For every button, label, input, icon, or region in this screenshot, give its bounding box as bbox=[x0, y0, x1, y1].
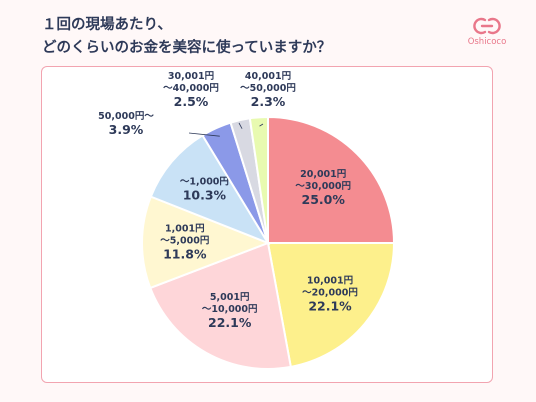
slice-category-label: 40,001円 bbox=[245, 71, 291, 82]
pie-slice bbox=[266, 242, 396, 369]
pie-slice bbox=[148, 241, 292, 370]
slice-category-label: 〜5,000円 bbox=[160, 236, 209, 247]
slice-category-label: 〜50,000円 bbox=[240, 83, 296, 94]
title-line-1: １回の現場あたり、 bbox=[42, 17, 172, 33]
title-line-2: どのくらいのお金を美容に使っていますか？ bbox=[42, 40, 332, 56]
slice-category-label: 5,001円 bbox=[210, 292, 250, 303]
slice-value-label: 2.5% bbox=[174, 94, 209, 109]
slice-value-label: 22.1% bbox=[208, 315, 252, 330]
slice-category-label: 50,000円〜 bbox=[98, 111, 154, 122]
slice-category-label: 〜30,000円 bbox=[295, 181, 351, 192]
slice-value-label: 25.0% bbox=[302, 192, 346, 207]
label-leader-line bbox=[238, 122, 243, 129]
slice-category-label: 〜1,000円 bbox=[180, 176, 229, 187]
slice-category-label: 30,001円 bbox=[168, 71, 214, 82]
slice-value-label: 22.1% bbox=[308, 299, 352, 314]
pie-slice bbox=[149, 133, 271, 246]
slice-category-label: 1,001円 bbox=[165, 224, 205, 235]
slice-category-label: 20,001円 bbox=[300, 169, 346, 180]
slice-category-label: 10,001円 bbox=[307, 276, 353, 287]
brand-logo: Oshicoco bbox=[462, 16, 512, 47]
oshicoco-logo-icon bbox=[473, 17, 501, 35]
slice-value-label: 11.8% bbox=[163, 247, 207, 262]
pie-slice bbox=[141, 195, 271, 290]
pie-chart: 20,001円〜30,000円25.0%10,001円〜20,000円22.1%… bbox=[98, 71, 396, 370]
label-leader-line bbox=[188, 132, 220, 137]
slice-value-label: 2.3% bbox=[251, 94, 286, 109]
pie-slice bbox=[267, 115, 396, 244]
slice-value-label: 10.3% bbox=[183, 187, 227, 202]
chart-panel: 20,001円 〜30,000円 25.0% 10,001円 〜20,000円 22.1%… bbox=[41, 66, 493, 383]
chart-title: １回の現場あたり、 どのくらいのお金を美容に使っていますか？ bbox=[42, 14, 331, 60]
slice-category-label: 〜10,000円 bbox=[202, 304, 258, 315]
label-leader-line bbox=[259, 123, 264, 127]
slice-category-label: 〜40,000円 bbox=[163, 83, 219, 94]
pie-slice bbox=[248, 115, 269, 244]
slice-value-label: 3.9% bbox=[109, 122, 144, 137]
slice-category-label: 〜20,000円 bbox=[302, 288, 358, 299]
brand-name: Oshicoco bbox=[467, 37, 507, 47]
